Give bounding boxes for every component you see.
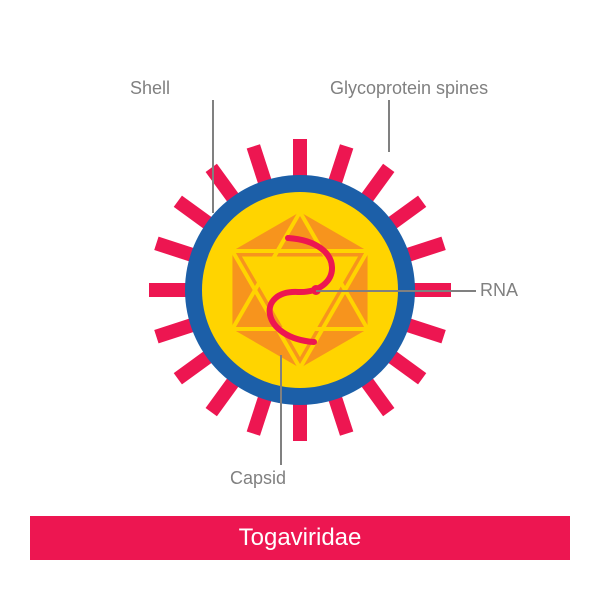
leader-capsid [280, 355, 282, 465]
label-rna: RNA [480, 280, 518, 301]
leader-spines [388, 100, 390, 152]
leader-rna [316, 290, 476, 292]
title-text: Togaviridae [239, 524, 362, 552]
title-bar: Togaviridae [30, 516, 570, 560]
label-capsid: Capsid [230, 468, 286, 489]
virus-diagram: Shell Glycoprotein spines RNA Capsid Tog… [0, 0, 600, 600]
label-shell: Shell [130, 78, 170, 99]
spine-icon [293, 399, 307, 441]
leader-shell [212, 100, 214, 213]
spine-icon [293, 139, 307, 181]
label-glycoprotein-spines: Glycoprotein spines [330, 78, 488, 99]
spine-icon [149, 283, 191, 297]
